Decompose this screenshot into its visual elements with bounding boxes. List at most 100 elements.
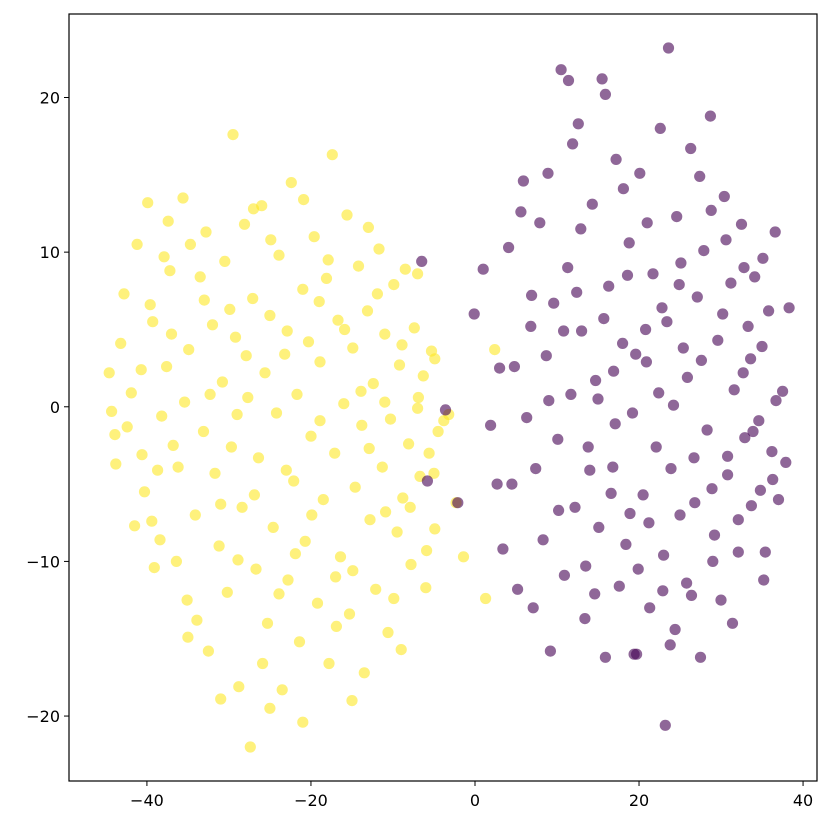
scatter-point: [293, 636, 306, 648]
scatter-point: [494, 362, 506, 374]
scatter-point: [118, 288, 130, 300]
scatter-point: [769, 226, 781, 238]
scatter-point: [373, 243, 385, 255]
scatter-point: [579, 613, 591, 625]
scatter-point: [515, 206, 527, 218]
scatter-point: [370, 583, 382, 595]
scatter-point: [647, 268, 659, 280]
scatter-point: [745, 353, 757, 365]
scatter-point: [391, 526, 403, 538]
scatter-point: [558, 569, 571, 581]
scatter-point: [599, 651, 612, 663]
scatter-point: [661, 316, 673, 328]
scatter-point: [717, 308, 729, 320]
scatter-point: [722, 469, 734, 481]
scatter-point: [129, 520, 141, 532]
scatter-point: [542, 167, 554, 179]
scatter-point: [654, 122, 666, 134]
scatter-point: [273, 249, 285, 261]
scatter-point: [671, 211, 683, 223]
scatter-point: [323, 657, 335, 670]
scatter-point: [562, 262, 574, 274]
scatter-point: [558, 325, 570, 337]
scatter-point: [215, 693, 227, 705]
scatter-point: [142, 197, 154, 209]
scatter-point: [362, 221, 374, 233]
scatter-point: [429, 523, 441, 535]
scatter-point: [491, 478, 503, 490]
scatter-point: [681, 577, 693, 589]
scatter-point: [576, 325, 588, 337]
scatter-point: [379, 328, 391, 340]
scatter-point: [259, 367, 271, 379]
scatter-point: [640, 356, 653, 368]
scatter-point: [712, 334, 724, 346]
scatter-point: [267, 521, 279, 534]
scatter-point: [644, 602, 656, 614]
scatter-point: [216, 376, 228, 388]
scatter-point: [288, 475, 300, 487]
scatter-point: [685, 142, 697, 155]
scatter-point: [641, 217, 653, 229]
scatter-point: [715, 594, 727, 606]
scatter-point: [236, 501, 248, 513]
scatter-point: [590, 374, 602, 387]
scatter-point: [248, 489, 260, 501]
scatter-point: [780, 456, 792, 468]
scatter-point: [221, 586, 233, 598]
scatter-point: [624, 507, 636, 520]
scatter-point: [783, 302, 795, 314]
x-tick-label: −20: [294, 791, 328, 810]
scatter-point: [146, 515, 158, 527]
scatter-point: [363, 442, 375, 455]
scatter-point: [738, 262, 750, 274]
scatter-point: [626, 407, 639, 419]
scatter-point: [653, 387, 665, 399]
scatter-point: [297, 716, 309, 728]
scatter-point: [428, 467, 440, 479]
scatter-point: [219, 255, 231, 267]
scatter-point: [183, 344, 195, 356]
scatter-point: [739, 432, 751, 444]
scatter-point: [224, 303, 236, 315]
scatter-point: [673, 279, 685, 291]
scatter-point: [704, 110, 717, 122]
scatter-point: [586, 198, 598, 210]
scatter-point: [285, 177, 297, 189]
scatter-point: [225, 441, 237, 453]
scatter-point: [643, 517, 655, 529]
scatter-point: [628, 648, 640, 660]
scatter-point: [158, 251, 170, 263]
scatter-point: [767, 473, 779, 486]
scatter-point: [280, 464, 292, 476]
scatter-point: [306, 509, 318, 521]
scatter-point: [232, 554, 244, 566]
scatter-point: [732, 514, 744, 526]
scatter-point: [617, 337, 629, 349]
scatter-point: [264, 309, 276, 322]
scatter-point: [508, 361, 520, 373]
scatter-point: [562, 74, 575, 87]
scatter-point: [405, 558, 417, 571]
scatter-point: [358, 667, 370, 679]
scatter-point: [352, 260, 365, 272]
scatter-point: [311, 597, 324, 609]
scatter-point: [605, 487, 617, 499]
scatter-point: [179, 396, 191, 408]
scatter-point: [526, 289, 538, 301]
y-tick-label: −10: [26, 552, 60, 571]
scatter-point: [136, 449, 148, 461]
scatter-point: [623, 237, 635, 249]
scatter-point: [525, 320, 537, 332]
scatter-point: [777, 385, 789, 397]
scatter-point: [252, 452, 265, 464]
scatter-point: [297, 283, 309, 295]
scatter-point: [423, 447, 435, 459]
scatter-point: [154, 534, 166, 546]
scatter-point: [759, 546, 771, 558]
scatter-point: [115, 337, 127, 349]
scatter-point: [152, 464, 164, 476]
scatter-point: [757, 252, 769, 264]
scatter-point: [685, 589, 698, 602]
scatter-point: [632, 563, 644, 575]
